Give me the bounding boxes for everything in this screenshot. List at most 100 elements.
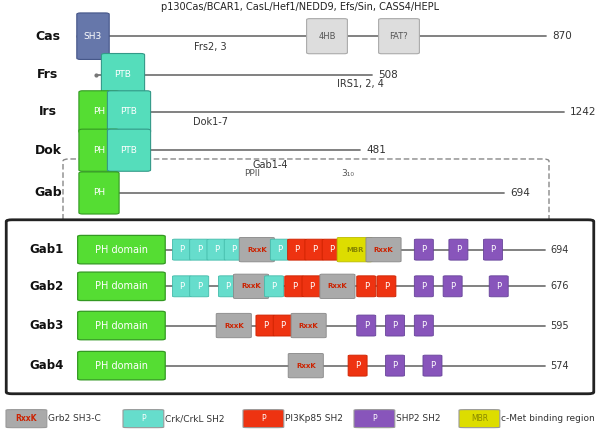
FancyBboxPatch shape [287,239,307,260]
FancyBboxPatch shape [107,129,151,171]
Text: PTB: PTB [115,70,131,79]
Text: 1242: 1242 [570,107,596,117]
FancyBboxPatch shape [224,239,243,260]
Text: Gab3: Gab3 [29,319,64,332]
Text: Gab1: Gab1 [29,243,64,256]
FancyBboxPatch shape [77,235,165,264]
Text: P: P [392,321,398,330]
Text: P: P [312,245,317,254]
Text: Irs: Irs [39,105,57,118]
Text: RxxK: RxxK [16,414,37,423]
FancyBboxPatch shape [123,410,164,427]
Text: P: P [263,321,268,330]
FancyBboxPatch shape [288,354,323,378]
FancyBboxPatch shape [239,237,274,262]
FancyBboxPatch shape [320,274,355,299]
Text: 595: 595 [551,321,569,330]
FancyBboxPatch shape [101,54,145,96]
Text: P: P [272,282,277,291]
FancyBboxPatch shape [415,315,433,336]
Text: P: P [355,361,360,370]
Text: P: P [226,282,230,291]
FancyBboxPatch shape [233,274,269,299]
Text: MBR: MBR [346,247,364,253]
Text: RxxK: RxxK [224,323,244,329]
FancyBboxPatch shape [415,239,433,260]
Text: PH: PH [93,146,105,155]
Text: RxxK: RxxK [299,323,319,329]
Text: P: P [280,321,285,330]
Text: Crk/CrkL SH2: Crk/CrkL SH2 [165,414,224,423]
Text: PH domain: PH domain [95,361,148,371]
Text: P: P [421,321,427,330]
Text: P: P [329,245,334,254]
Text: FAT?: FAT? [389,32,409,41]
Text: P: P [261,414,266,423]
FancyBboxPatch shape [265,276,284,297]
FancyBboxPatch shape [305,239,324,260]
FancyBboxPatch shape [271,239,289,260]
Text: P: P [456,245,461,254]
Text: Grb2 SH3-C: Grb2 SH3-C [48,414,101,423]
FancyBboxPatch shape [423,355,442,376]
FancyBboxPatch shape [77,351,165,380]
Text: PH: PH [93,107,105,117]
Text: PH domain: PH domain [95,281,148,291]
Text: MBR: MBR [471,414,488,423]
Text: P: P [384,282,389,291]
FancyBboxPatch shape [273,315,292,336]
Text: P: P [364,321,369,330]
Text: RxxK: RxxK [241,284,261,289]
FancyBboxPatch shape [291,313,326,338]
Text: Gab4: Gab4 [29,359,64,372]
FancyBboxPatch shape [79,172,119,214]
FancyBboxPatch shape [285,276,304,297]
Text: P: P [309,282,314,291]
Text: RxxK: RxxK [374,247,394,253]
FancyBboxPatch shape [207,239,226,260]
Text: 574: 574 [551,361,569,371]
Text: PI3Kp85 SH2: PI3Kp85 SH2 [285,414,343,423]
Text: P: P [179,245,184,254]
Text: Frs: Frs [37,68,59,81]
Text: P: P [421,245,427,254]
Text: 694: 694 [551,245,569,255]
Text: PPII: PPII [244,169,260,178]
Text: PH domain: PH domain [95,245,148,255]
Text: P: P [231,245,236,254]
FancyBboxPatch shape [379,19,419,54]
FancyBboxPatch shape [172,239,191,260]
FancyBboxPatch shape [357,315,376,336]
Text: Dok: Dok [35,144,62,157]
FancyBboxPatch shape [484,239,502,260]
Text: SH3: SH3 [84,32,102,41]
Text: 481: 481 [366,145,386,155]
FancyBboxPatch shape [322,239,341,260]
Text: Gab1-4: Gab1-4 [252,160,288,170]
FancyBboxPatch shape [216,313,251,338]
FancyBboxPatch shape [77,311,165,340]
Text: IRS1, 2, 4: IRS1, 2, 4 [337,79,383,89]
FancyBboxPatch shape [415,276,433,297]
FancyBboxPatch shape [256,315,275,336]
FancyBboxPatch shape [218,276,238,297]
FancyBboxPatch shape [190,276,209,297]
Text: Gab2: Gab2 [29,280,64,293]
Text: 3₁₀: 3₁₀ [341,169,355,178]
Text: RxxK: RxxK [328,284,347,289]
Text: P: P [141,414,146,423]
Text: 870: 870 [552,31,572,41]
Text: P: P [392,361,398,370]
FancyBboxPatch shape [386,355,404,376]
Text: Frs2, 3: Frs2, 3 [194,42,226,51]
FancyBboxPatch shape [459,410,500,427]
FancyBboxPatch shape [449,239,468,260]
Text: P: P [197,245,202,254]
Text: p130Cas/BCAR1, CasL/Hef1/NEDD9, Efs/Sin, CASS4/HEPL: p130Cas/BCAR1, CasL/Hef1/NEDD9, Efs/Sin,… [161,2,439,12]
FancyBboxPatch shape [77,272,165,300]
FancyBboxPatch shape [79,91,119,133]
Text: P: P [421,282,427,291]
Text: SHP2 SH2: SHP2 SH2 [396,414,440,423]
FancyBboxPatch shape [443,276,462,297]
FancyBboxPatch shape [337,237,372,262]
